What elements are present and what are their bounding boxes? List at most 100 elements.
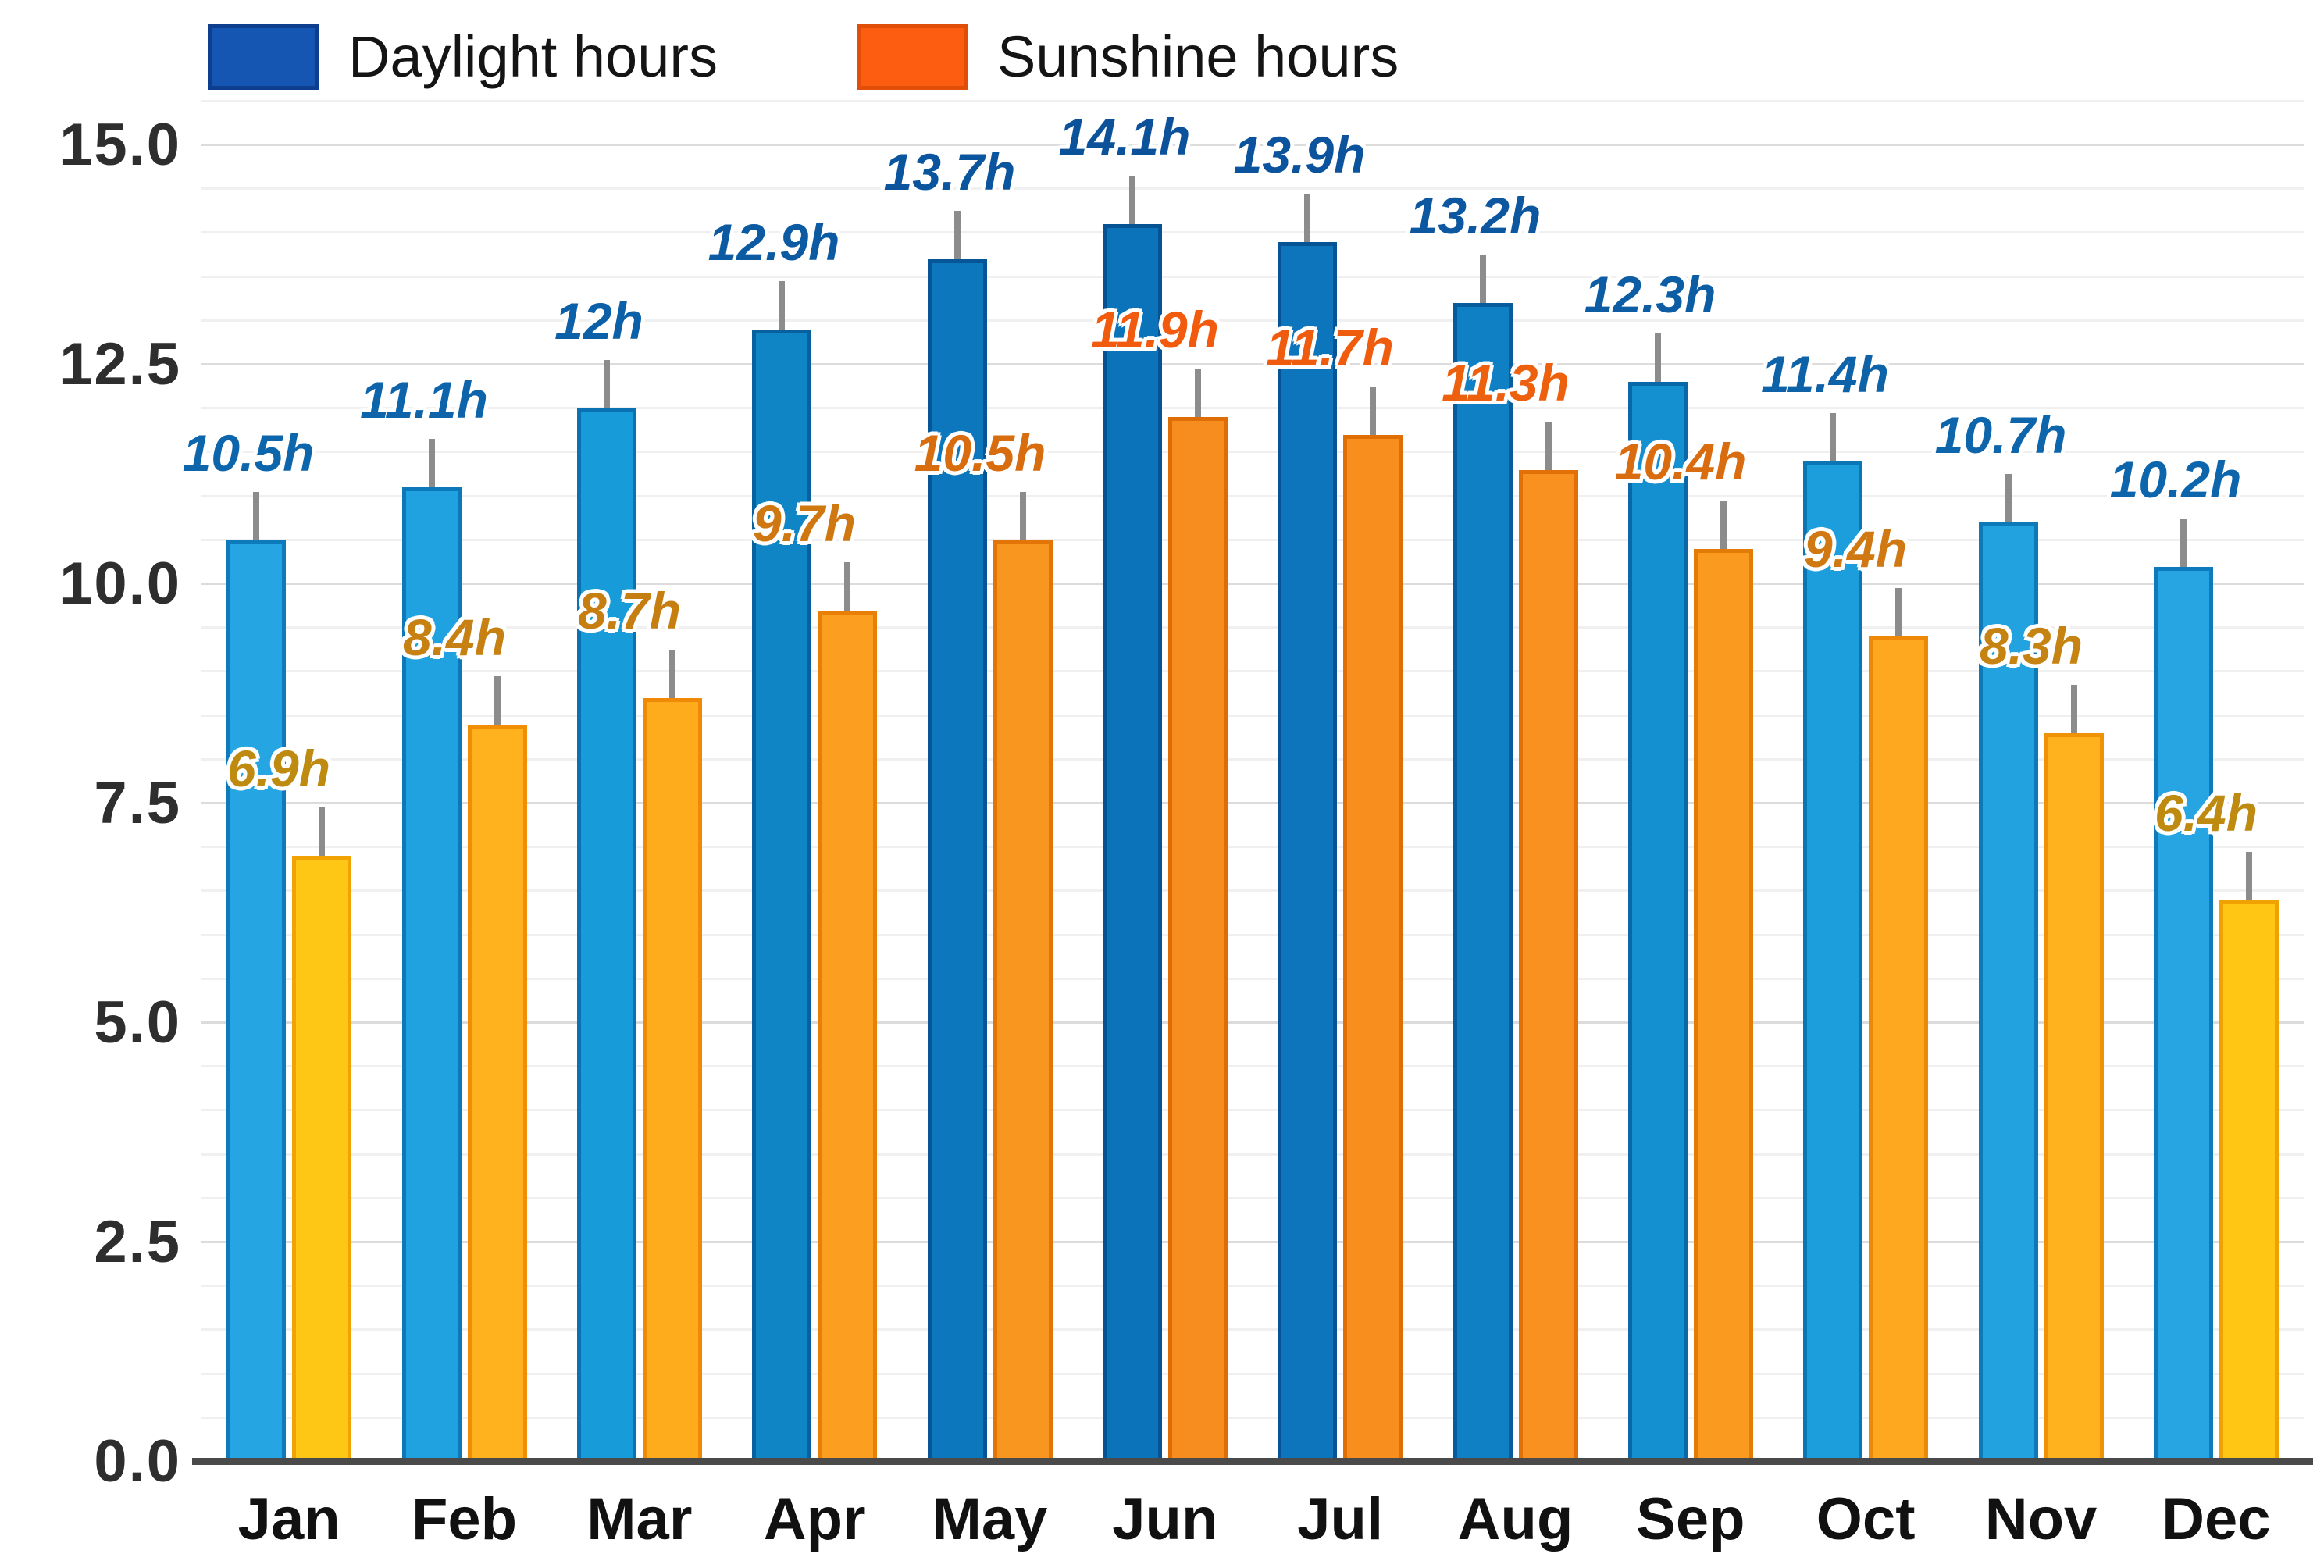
minor-gridline [201,1065,2304,1068]
minor-gridline [201,1153,2304,1156]
sunshine-value-label-dec: 6.4h [2154,784,2258,842]
daylight-value-label-dec: 10.2h [2109,451,2242,508]
legend-label-sunshine: Sunshine hours [997,24,1399,89]
daylight-bar-oct[interactable] [1803,461,1862,1462]
daylight-value-label-may: 13.7h [883,143,1016,201]
daylight-value-label-oct: 11.4h [1761,345,1889,403]
daylight-value-label-nov: 10.7h [1934,406,2067,464]
daylight-error-whisker-jan [253,492,259,543]
daylight-value-label-jan: 10.5h [182,424,315,482]
x-axis-label-jun: Jun [1112,1486,1218,1552]
sunshine-error-whisker-dec [2246,852,2252,903]
minor-gridline [201,933,2304,936]
sunshine-value-label-oct: 9.4h [1803,520,1908,578]
x-axis-label-feb: Feb [411,1486,518,1552]
daylight-bar-feb[interactable] [402,487,462,1462]
major-gridline [201,1241,2304,1243]
daylight-bar-may[interactable] [928,259,987,1462]
x-axis-label-jan: Jan [237,1486,340,1552]
x-axis-baseline [192,1458,2313,1465]
daylight-error-whisker-jun [1129,176,1135,227]
minor-gridline [201,494,2304,497]
sunshine-bar-apr[interactable] [818,611,877,1462]
y-tick-label: 7.5 [94,770,181,836]
sunshine-value-label-jul: 11.7h [1266,319,1394,376]
sunshine-bar-mar[interactable] [643,698,702,1462]
sunshine-bar-sep[interactable] [1694,549,1753,1462]
daylight-error-whisker-mar [604,360,610,412]
daylight-error-whisker-oct [1830,413,1836,465]
major-gridline [201,1021,2304,1024]
major-gridline [201,583,2304,585]
sunshine-bar-jul[interactable] [1343,435,1403,1462]
x-axis-label-nov: Nov [1984,1486,2098,1552]
sunshine-bar-feb[interactable] [468,725,527,1462]
minor-gridline [201,846,2304,849]
minor-gridline [201,889,2304,893]
sunshine-error-whisker-jan [319,807,325,859]
y-tick-label: 2.5 [94,1209,181,1275]
daylight-bar-apr[interactable] [752,330,811,1462]
sunshine-bar-jun[interactable] [1168,417,1228,1462]
daylight-error-whisker-sep [1655,333,1661,385]
sunshine-bar-may[interactable] [993,540,1053,1462]
sunshine-error-whisker-apr [844,562,850,614]
sunshine-value-label-mar: 8.7h [577,582,682,640]
x-axis-label-sep: Sep [1636,1486,1745,1552]
daylight-error-whisker-aug [1480,255,1486,306]
minor-gridline [201,1416,2304,1419]
sunshine-bar-oct[interactable] [1869,636,1928,1462]
sunshine-bar-jan[interactable] [292,856,351,1462]
y-tick-label: 12.5 [59,331,181,397]
minor-gridline [201,99,2304,102]
sunshine-bar-aug[interactable] [1519,470,1578,1462]
minor-gridline [201,977,2304,980]
minor-gridline [201,757,2304,761]
minor-gridline [201,187,2304,191]
major-gridline [201,144,2304,146]
daylight-error-whisker-dec [2180,519,2187,570]
daylight-bar-dec[interactable] [2154,567,2213,1462]
daylight-value-label-sep: 12.3h [1584,265,1716,323]
daylight-swatch-icon [208,24,319,90]
sunshine-value-label-sep: 10.4h [1614,433,1747,490]
sunshine-error-whisker-feb [494,676,501,728]
x-axis-label-may: May [932,1486,1048,1552]
x-axis-label-oct: Oct [1816,1486,1916,1552]
y-tick-label: 5.0 [94,989,181,1056]
major-gridline [201,802,2304,804]
daylight-bar-jun[interactable] [1103,224,1162,1462]
daylight-error-whisker-jul [1304,194,1310,245]
sunshine-value-label-apr: 9.7h [752,494,857,552]
daylight-error-whisker-apr [779,281,785,333]
legend-item-sunshine[interactable]: Sunshine hours [857,22,1399,92]
daylight-bar-jul[interactable] [1278,242,1337,1462]
y-tick-label: 0.0 [94,1428,181,1495]
y-tick-label: 10.0 [59,551,181,617]
sunshine-error-whisker-aug [1545,422,1552,473]
legend-label-daylight: Daylight hours [348,24,718,89]
sunshine-error-whisker-jun [1195,369,1201,420]
minor-gridline [201,670,2304,673]
legend-item-daylight[interactable]: Daylight hours [208,22,718,92]
x-axis-label-apr: Apr [763,1486,866,1552]
minor-gridline [201,231,2304,234]
daylight-value-label-aug: 13.2h [1409,187,1542,244]
minor-gridline [201,1196,2304,1199]
daylight-bar-aug[interactable] [1453,303,1513,1462]
daylight-bar-jan[interactable] [226,540,286,1462]
sunshine-error-whisker-oct [1895,588,1902,640]
daylight-bar-sep[interactable] [1628,382,1688,1462]
x-axis-label-dec: Dec [2162,1486,2271,1552]
x-axis-label-jul: Jul [1297,1486,1384,1552]
sunshine-value-label-jan: 6.9h [226,739,331,797]
sunshine-value-label-jun: 11.9h [1091,301,1219,358]
sunshine-swatch-icon [857,24,968,90]
daylight-bar-mar[interactable] [577,408,636,1462]
daylight-bar-nov[interactable] [1979,522,2038,1462]
sunshine-error-whisker-mar [669,650,675,701]
daylight-value-label-jun: 14.1h [1058,108,1191,166]
sunshine-bar-nov[interactable] [2044,733,2104,1462]
daylight-value-label-mar: 12h [554,292,643,350]
sunshine-bar-dec[interactable] [2219,900,2279,1462]
